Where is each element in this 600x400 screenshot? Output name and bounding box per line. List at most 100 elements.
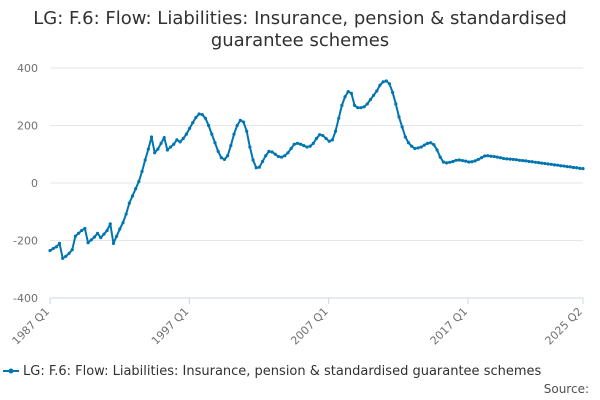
data-point[interactable] [508, 157, 512, 161]
data-point[interactable] [270, 150, 274, 154]
data-point[interactable] [292, 142, 296, 146]
data-point[interactable] [264, 154, 268, 158]
data-point[interactable] [425, 141, 430, 145]
data-point[interactable] [245, 129, 249, 133]
data-point[interactable] [324, 136, 328, 141]
data-point[interactable] [502, 156, 506, 161]
data-point[interactable] [305, 145, 309, 149]
data-point[interactable] [422, 143, 426, 147]
data-point[interactable] [552, 163, 557, 167]
data-point[interactable] [257, 165, 261, 169]
data-point[interactable] [302, 144, 306, 148]
data-point[interactable] [197, 112, 201, 116]
data-point[interactable] [556, 163, 560, 167]
data-point[interactable] [229, 144, 233, 148]
data-point[interactable] [203, 116, 208, 120]
data-point[interactable] [416, 146, 420, 150]
data-point[interactable] [536, 160, 541, 165]
data-point[interactable] [381, 80, 385, 84]
data-point[interactable] [318, 133, 322, 137]
data-point[interactable] [80, 228, 84, 233]
data-point[interactable] [238, 118, 242, 122]
data-point[interactable] [51, 246, 55, 251]
data-point[interactable] [89, 238, 93, 242]
data-point[interactable] [321, 133, 325, 138]
data-point[interactable] [495, 155, 499, 159]
data-point[interactable] [156, 147, 160, 151]
data-point[interactable] [359, 106, 363, 110]
data-point[interactable] [48, 248, 52, 253]
data-point[interactable] [457, 158, 461, 162]
data-point[interactable] [575, 166, 579, 170]
data-point[interactable] [207, 123, 211, 128]
data-point[interactable] [340, 103, 344, 107]
data-point[interactable] [149, 135, 154, 139]
data-point[interactable] [438, 155, 442, 159]
data-point[interactable] [251, 158, 255, 162]
data-point[interactable] [143, 158, 147, 162]
data-point[interactable] [92, 235, 97, 239]
data-point[interactable] [346, 89, 350, 94]
data-point[interactable] [216, 149, 220, 153]
data-point[interactable] [330, 138, 334, 142]
data-point[interactable] [460, 158, 465, 163]
legend[interactable]: LG: F.6: Flow: Liabilities: Insurance, p… [3, 364, 542, 379]
data-point[interactable] [108, 222, 112, 226]
data-point[interactable] [368, 98, 373, 102]
data-point[interactable] [571, 165, 576, 170]
data-point[interactable] [286, 151, 290, 155]
data-point[interactable] [311, 141, 315, 145]
data-point[interactable] [378, 83, 382, 87]
data-point[interactable] [241, 120, 246, 124]
data-point[interactable] [540, 161, 544, 165]
data-point[interactable] [451, 159, 455, 164]
data-point[interactable] [127, 201, 131, 205]
data-point[interactable] [67, 251, 71, 256]
data-point[interactable] [83, 226, 87, 231]
data-point[interactable] [105, 228, 109, 233]
data-point[interactable] [514, 158, 518, 162]
data-point[interactable] [356, 106, 360, 110]
data-point[interactable] [492, 154, 496, 159]
data-point[interactable] [181, 136, 185, 141]
data-point[interactable] [406, 141, 411, 145]
data-point[interactable] [115, 234, 119, 238]
data-point[interactable] [168, 145, 173, 149]
data-point[interactable] [533, 160, 538, 164]
data-point[interactable] [362, 105, 366, 109]
data-point[interactable] [454, 158, 458, 162]
data-point[interactable] [565, 165, 569, 169]
data-point[interactable] [210, 132, 214, 136]
data-point[interactable] [562, 164, 566, 168]
data-point[interactable] [467, 160, 471, 164]
data-point[interactable] [581, 167, 585, 171]
data-point[interactable] [444, 161, 449, 165]
data-point[interactable] [140, 169, 144, 174]
data-point[interactable] [343, 95, 347, 99]
data-point[interactable] [543, 161, 547, 166]
data-point[interactable] [578, 166, 582, 170]
data-point[interactable] [448, 160, 452, 164]
data-point[interactable] [73, 234, 77, 238]
data-point[interactable] [391, 90, 395, 95]
data-point[interactable] [254, 166, 258, 170]
data-point[interactable] [432, 143, 436, 147]
data-point[interactable] [248, 145, 252, 149]
data-point[interactable] [146, 147, 150, 151]
data-point[interactable] [235, 123, 239, 128]
data-point[interactable] [470, 160, 474, 164]
data-point[interactable] [337, 116, 341, 120]
data-point[interactable] [559, 164, 563, 168]
data-point[interactable] [527, 159, 531, 164]
data-point[interactable] [213, 141, 217, 145]
data-point[interactable] [124, 212, 128, 216]
data-point[interactable] [387, 82, 392, 86]
data-point[interactable] [308, 144, 312, 148]
data-point[interactable] [394, 102, 398, 106]
data-point[interactable] [111, 241, 116, 245]
data-point[interactable] [260, 159, 265, 164]
data-point[interactable] [283, 154, 287, 158]
data-point[interactable] [295, 141, 300, 145]
data-point[interactable] [219, 156, 223, 160]
data-point[interactable] [441, 160, 445, 164]
